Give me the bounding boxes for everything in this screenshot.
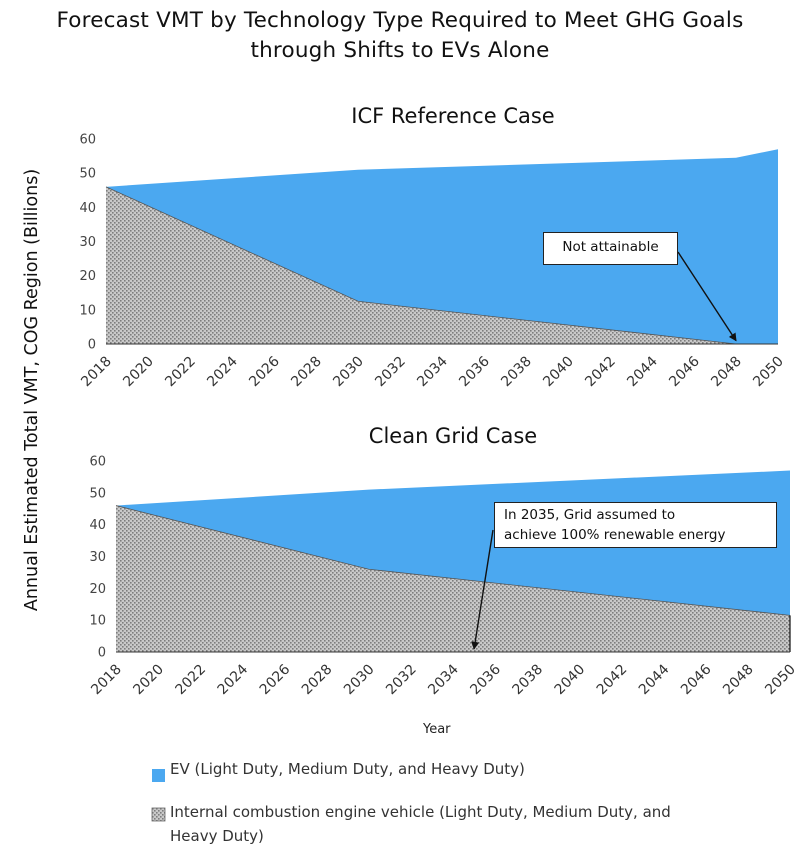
- y-tick-label: 60: [79, 133, 96, 148]
- legend-item-ev: EV (Light Duty, Medium Duty, and Heavy D…: [170, 757, 525, 781]
- y-tick-label: 30: [89, 550, 106, 565]
- x-tick-label: 2026: [246, 353, 283, 390]
- legend-label-ice-line1: Internal combustion engine vehicle (Ligh…: [170, 803, 671, 821]
- x-tick-label: 2018: [78, 354, 115, 391]
- x-tick-label: 2044: [624, 353, 661, 390]
- annotation-not-attainable: Not attainable: [543, 232, 678, 265]
- ev-area: [106, 149, 778, 344]
- legend-swatch-ev: [152, 769, 165, 782]
- x-tick-label: 2022: [162, 354, 199, 391]
- ice-boundary-line: [115, 505, 791, 616]
- annotation-arrow: [677, 251, 737, 342]
- x-tick-label: 2038: [498, 354, 535, 391]
- x-tick-label: 2030: [330, 354, 367, 391]
- y-tick-label: 0: [88, 338, 96, 353]
- x-axis-label: Year: [423, 722, 451, 737]
- annotation-clean-grid-line2: achieve 100% renewable energy: [504, 527, 726, 543]
- x-tick-label: 2040: [552, 662, 589, 699]
- x-tick-label: 2036: [467, 661, 504, 698]
- y-tick-label: 20: [89, 582, 106, 597]
- panel2-title: Clean Grid Case: [368, 424, 538, 448]
- x-tick-label: 2028: [288, 354, 325, 391]
- x-tick-label: 2042: [582, 354, 619, 391]
- x-tick-label: 2028: [299, 662, 336, 699]
- x-tick-label: 2050: [762, 662, 799, 699]
- x-tick-label: 2032: [383, 662, 420, 699]
- x-tick-label: 2050: [750, 354, 787, 391]
- y-tick-label: 10: [79, 303, 96, 318]
- x-tick-label: 2048: [708, 354, 745, 391]
- chart-title: Forecast VMT by Technology Type Required…: [0, 6, 800, 66]
- panel1-title: ICF Reference Case: [351, 104, 555, 128]
- x-tick-label: 2044: [636, 661, 673, 698]
- x-tick-label: 2026: [257, 661, 294, 698]
- x-tick-label: 2024: [204, 353, 241, 390]
- x-tick-label: 2036: [456, 353, 493, 390]
- legend-label-ev: EV (Light Duty, Medium Duty, and Heavy D…: [170, 760, 525, 778]
- x-tick-label: 2038: [510, 662, 547, 699]
- x-tick-label: 2040: [540, 354, 577, 391]
- legend-swatch-ice: [151, 807, 166, 822]
- x-tick-label: 2020: [120, 354, 157, 391]
- y-tick-label: 30: [79, 235, 96, 250]
- x-tick-label: 2030: [341, 662, 378, 699]
- y-tick-label: 50: [89, 486, 106, 501]
- y-tick-label: 40: [79, 201, 96, 216]
- y-tick-label: 60: [89, 455, 106, 470]
- x-tick-label: 2048: [720, 662, 757, 699]
- x-tick-label: 2022: [173, 662, 210, 699]
- y-tick-label: 50: [79, 167, 96, 182]
- chart-title-line1: Forecast VMT by Technology Type Required…: [56, 8, 744, 33]
- legend-item-ice: Internal combustion engine vehicle (Ligh…: [170, 800, 671, 848]
- annotation-not-attainable-text: Not attainable: [562, 239, 659, 255]
- y-tick-label: 0: [98, 646, 106, 661]
- y-tick-label: 40: [89, 518, 106, 533]
- x-tick-label: 2042: [594, 662, 631, 699]
- legend-label-ice-line2: Heavy Duty): [170, 827, 264, 845]
- annotation-arrow: [471, 529, 494, 650]
- y-tick-label: 10: [89, 614, 106, 629]
- x-tick-label: 2020: [130, 662, 167, 699]
- x-tick-label: 2032: [372, 354, 409, 391]
- x-tick-label: 2034: [425, 661, 462, 698]
- ice-area: [106, 186, 778, 344]
- chart-title-line2: through Shifts to EVs Alone: [250, 38, 550, 63]
- x-tick-label: 2046: [666, 353, 703, 390]
- x-tick-label: 2018: [88, 662, 125, 699]
- annotation-clean-grid-line1: In 2035, Grid assumed to: [504, 507, 676, 523]
- x-tick-label: 2034: [414, 353, 451, 390]
- annotation-clean-grid: In 2035, Grid assumed to achieve 100% re…: [494, 502, 777, 548]
- x-tick-label: 2024: [215, 661, 252, 698]
- x-tick-label: 2046: [678, 661, 715, 698]
- y-tick-label: 20: [79, 269, 96, 284]
